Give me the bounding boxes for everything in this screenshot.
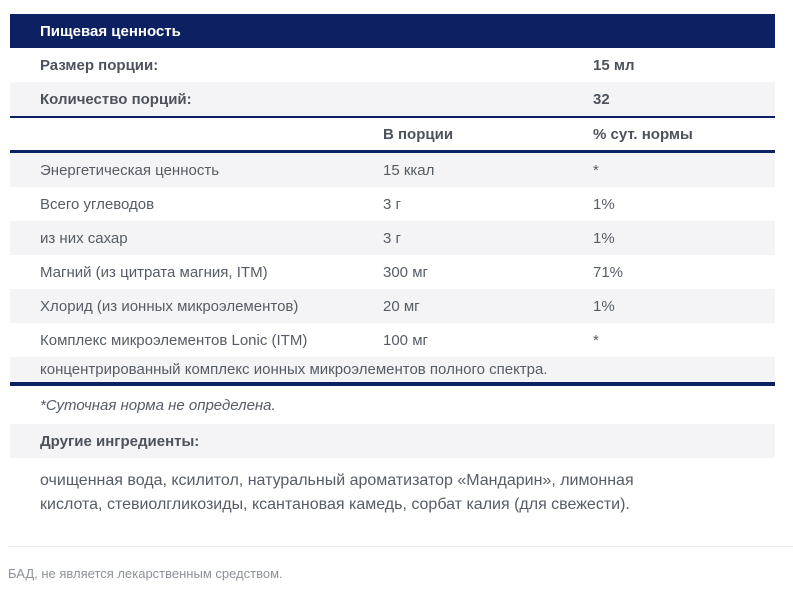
complex-description-text: концентрированный комплекс ионных микроэ… — [40, 361, 548, 378]
panel-header-bar: Пищевая ценность — [10, 14, 775, 48]
other-ingredients-text: очищенная вода, ксилитол, натуральный ар… — [40, 472, 634, 513]
table-row: Хлорид (из ионных микроэлементов) 20 мг … — [10, 289, 775, 323]
serving-size-label: Размер порции: — [40, 56, 159, 74]
nutrient-amount: 15 ккал — [383, 161, 435, 179]
nutrient-dv: * — [593, 331, 599, 349]
supplement-disclaimer: БАД, не является лекарственным средством… — [8, 566, 283, 581]
nutrient-amount: 3 г — [383, 229, 401, 247]
nutrient-label: Всего углеводов — [40, 195, 155, 213]
serving-size-row: Размер порции: 15 мл — [10, 48, 775, 82]
column-header-dv: % сут. нормы — [593, 125, 693, 143]
nutrient-label: Магний (из цитрата магния, ITM) — [40, 263, 268, 281]
nutrient-dv: 1% — [593, 297, 615, 315]
servings-count-label: Количество порций: — [40, 90, 192, 108]
column-header-amount: В порции — [383, 125, 454, 143]
nutrient-dv: * — [593, 161, 599, 179]
nutrient-amount: 20 мг — [383, 297, 420, 315]
nutrient-dv: 1% — [593, 229, 615, 247]
nutrient-dv: 71% — [593, 263, 624, 281]
nutrient-label: Комплекс микроэлементов Lonic (ITM) — [40, 331, 308, 349]
nutrition-facts-panel: Пищевая ценность Размер порции: 15 мл Ко… — [10, 14, 775, 517]
nutrient-amount: 100 мг — [383, 331, 428, 349]
complex-description-row: концентрированный комплекс ионных микроэ… — [10, 357, 775, 386]
nutrient-label: из них сахар — [40, 229, 128, 247]
servings-count-value: 32 — [593, 90, 610, 108]
table-row: Энергетическая ценность 15 ккал * — [10, 153, 775, 187]
table-row: Всего углеводов 3 г 1% — [10, 187, 775, 221]
nutrient-label: Хлорид (из ионных микроэлементов) — [40, 297, 299, 315]
nutrient-amount: 3 г — [383, 195, 401, 213]
other-ingredients-heading: Другие ингредиенты: — [10, 424, 775, 458]
panel-title: Пищевая ценность — [40, 22, 181, 40]
daily-value-footnote: *Суточная норма не определена. — [40, 397, 276, 414]
serving-size-value: 15 мл — [593, 56, 635, 74]
table-column-header: В порции % сут. нормы — [10, 116, 775, 153]
section-divider — [8, 546, 793, 547]
table-row: Магний (из цитрата магния, ITM) 300 мг 7… — [10, 255, 775, 289]
table-row: Комплекс микроэлементов Lonic (ITM) 100 … — [10, 323, 775, 357]
servings-count-row: Количество порций: 32 — [10, 82, 775, 116]
nutrient-amount: 300 мг — [383, 263, 428, 281]
table-row: из них сахар 3 г 1% — [10, 221, 775, 255]
nutrient-label: Энергетическая ценность — [40, 161, 220, 179]
nutrient-dv: 1% — [593, 195, 615, 213]
